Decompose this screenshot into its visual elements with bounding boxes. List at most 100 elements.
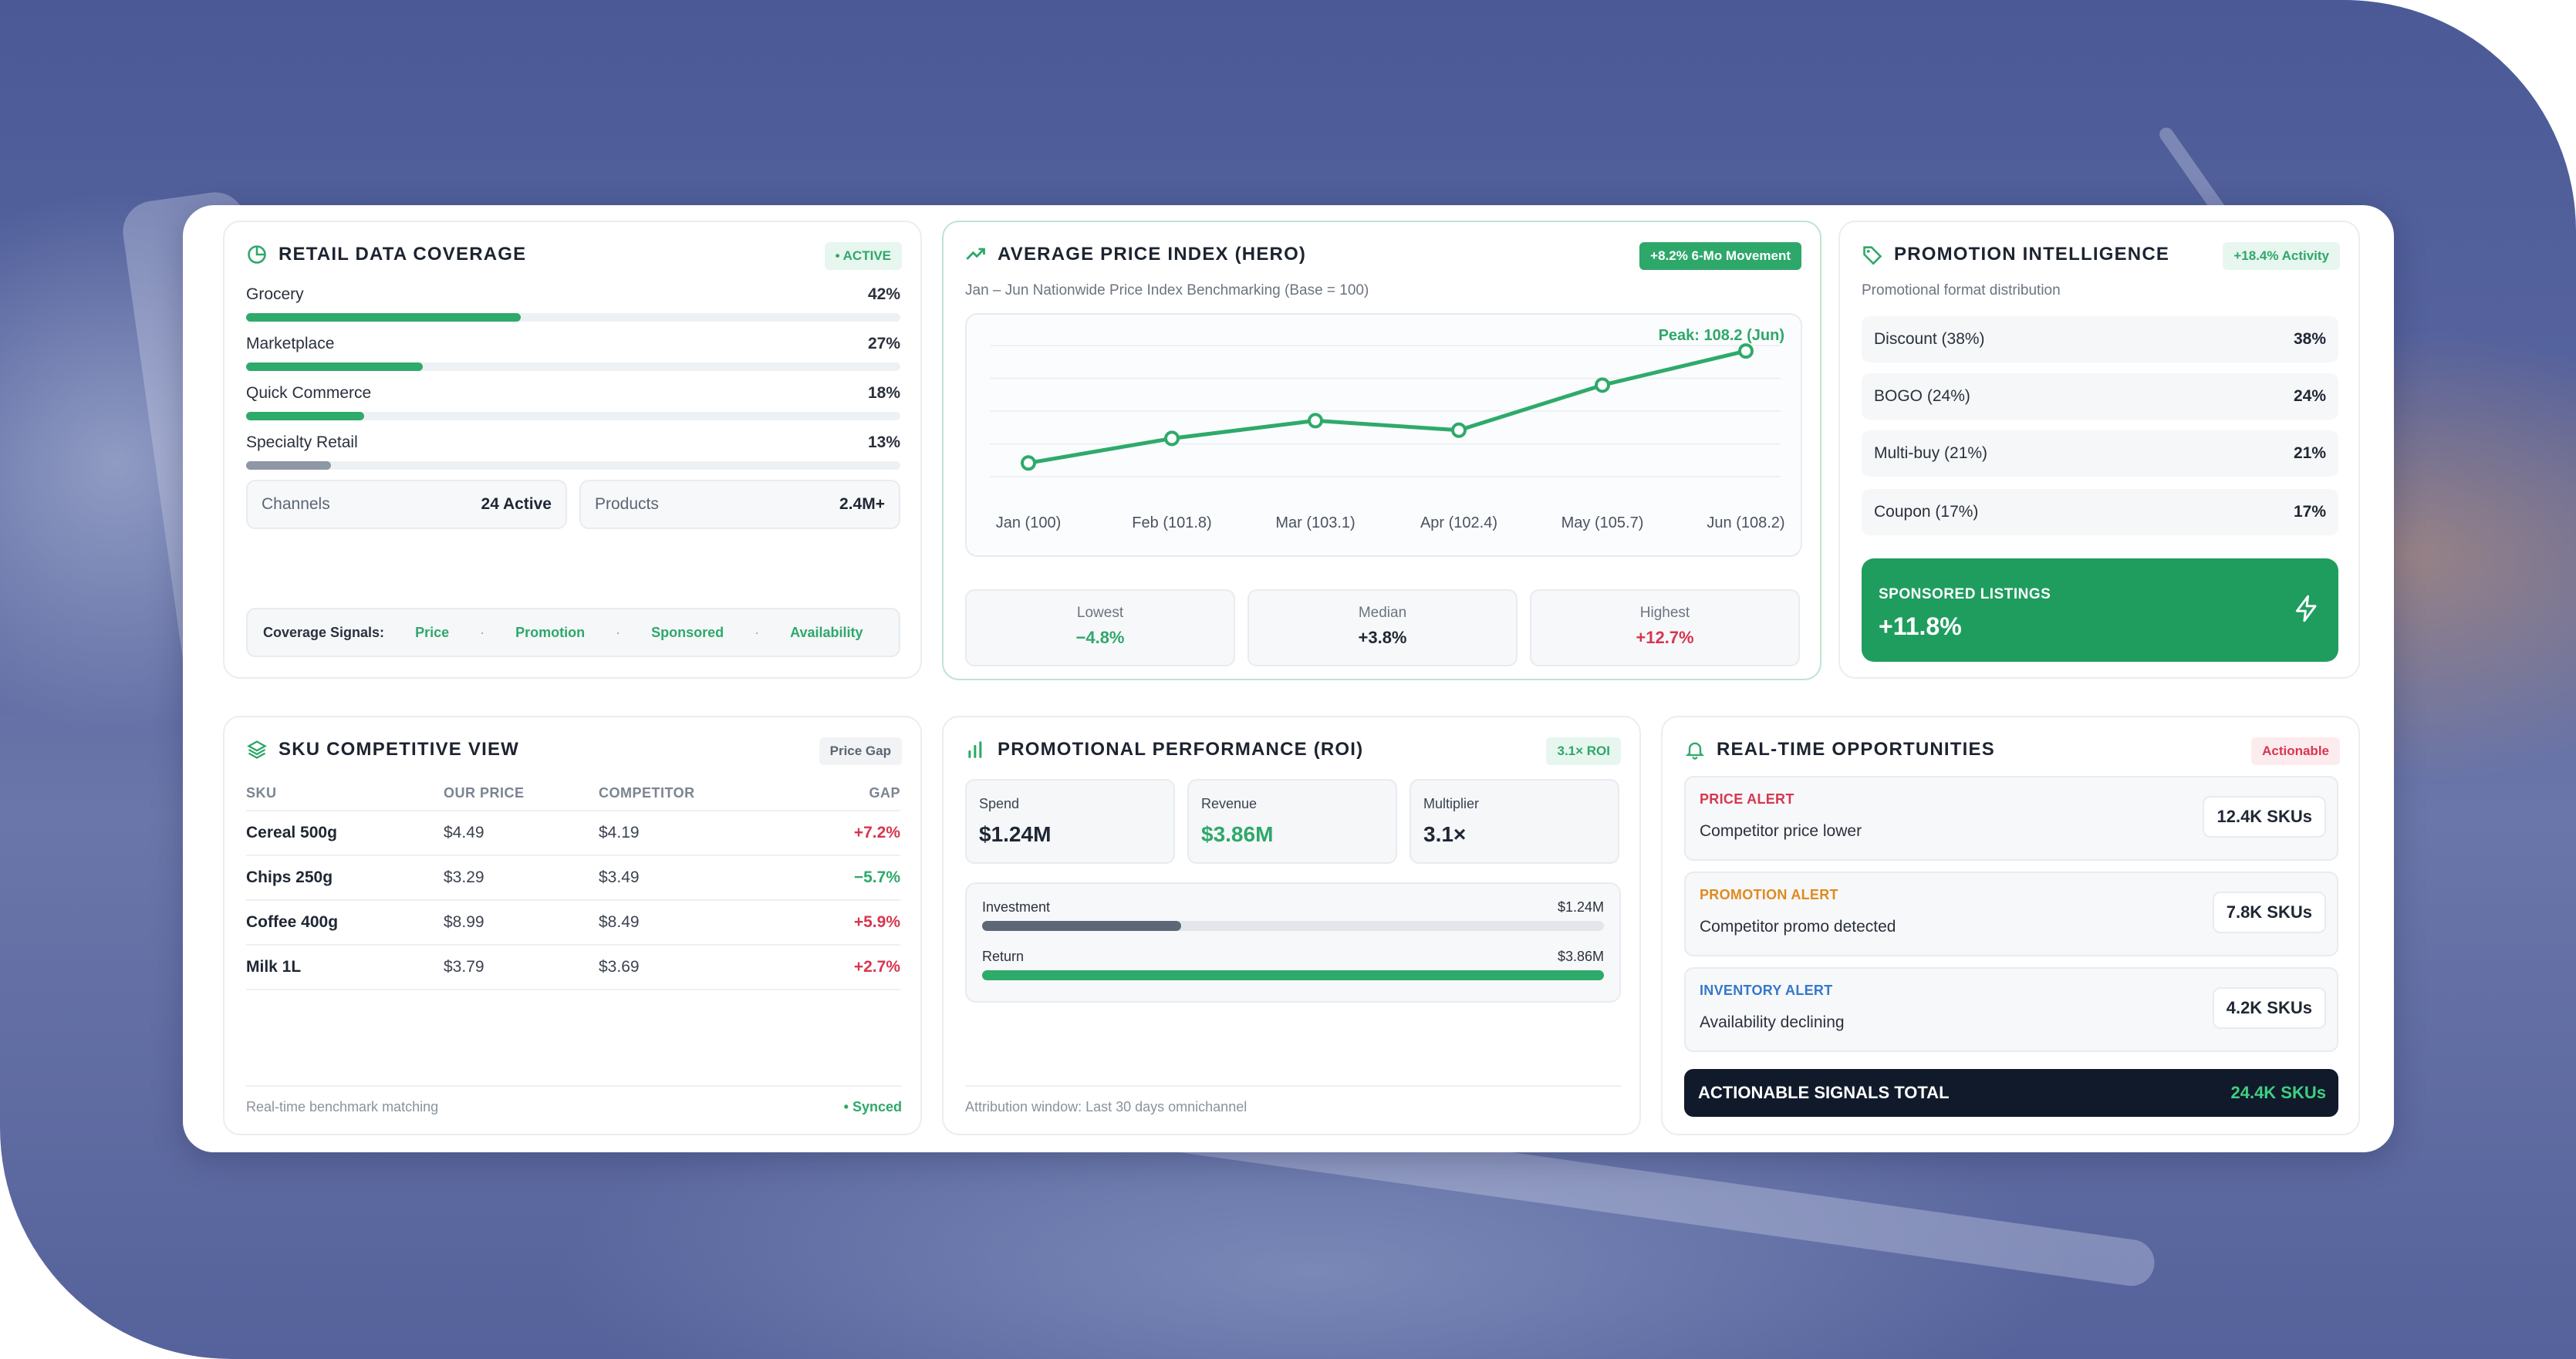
price-gap-badge: Price Gap — [819, 737, 902, 765]
promo-row-discount: Discount (38%) 38% — [1862, 316, 2338, 363]
products-stat: Products 2.4M+ — [579, 480, 900, 529]
median-value: +3.8% — [1358, 628, 1407, 647]
promo-title: PROMOTION INTELLIGENCE — [1894, 244, 2170, 265]
series-line — [1028, 349, 1747, 465]
tag-icon — [1863, 246, 1882, 265]
sponsored-value: +11.8% — [1879, 612, 1962, 640]
lightning-icon — [2295, 595, 2317, 622]
lowest-stat: Lowest −4.8% — [965, 589, 1235, 666]
data-point[interactable] — [1738, 343, 1754, 359]
products-label: Products — [595, 495, 659, 513]
signal-availability[interactable]: Availability — [790, 624, 863, 640]
data-point[interactable] — [1451, 422, 1467, 438]
retail-coverage-card: RETAIL DATA COVERAGE • ACTIVE Grocery 42%… — [223, 221, 922, 679]
movement-badge: +8.2% 6-Mo Movement — [1639, 242, 1801, 270]
promo-row-bogo: BOGO (24%) 24% — [1862, 373, 2338, 420]
products-value: 2.4M+ — [839, 495, 885, 513]
data-point[interactable] — [1595, 377, 1610, 393]
price-index-card: AVERAGE PRICE INDEX (HERO) +8.2% 6-Mo Mo… — [942, 221, 1821, 680]
layers-icon — [247, 740, 267, 759]
coverage-value: 27% — [867, 335, 900, 352]
actionable-badge: Actionable — [2251, 737, 2340, 765]
bell-icon — [1685, 742, 1705, 760]
data-point[interactable] — [1164, 430, 1180, 447]
data-point[interactable] — [1021, 455, 1036, 471]
signal-sponsored[interactable]: Sponsored — [651, 624, 724, 640]
coverage-row: Grocery 42% — [246, 285, 900, 324]
coverage-row: Marketplace 27% — [246, 335, 900, 373]
highest-stat: Highest +12.7% — [1530, 589, 1800, 666]
signal-price[interactable]: Price — [415, 624, 450, 640]
signal-promotion[interactable]: Promotion — [515, 624, 586, 640]
sku-footer-text: Real-time benchmark matching — [246, 1099, 439, 1115]
hero-title: AVERAGE PRICE INDEX (HERO) — [998, 244, 1307, 265]
table-row[interactable]: Chips 250g $3.29 $3.49 −5.7% — [246, 856, 900, 901]
roi-card: PROMOTIONAL PERFORMANCE (ROI) 3.1× ROI S… — [942, 716, 1641, 1135]
card-title: AVERAGE PRICE INDEX (HERO) — [965, 244, 1306, 265]
channels-value: 24 Active — [481, 495, 552, 513]
sponsored-listings-tile[interactable]: SPONSORED LISTINGS +11.8% — [1862, 558, 2338, 662]
dashboard-board: RETAIL DATA COVERAGE • ACTIVE Grocery 42%… — [183, 205, 2394, 1152]
highest-value: +12.7% — [1636, 628, 1694, 647]
promo-subtitle: Promotional format distribution — [1862, 282, 2061, 298]
promo-row-coupon: Coupon (17%) 17% — [1862, 489, 2338, 535]
median-stat: Median +3.8% — [1247, 589, 1518, 666]
coverage-track — [246, 461, 900, 470]
alert-count: 12.4K SKUs — [2203, 796, 2326, 838]
x-tick-label: Jun (108.2) — [1707, 514, 1784, 531]
coverage-track — [246, 412, 900, 420]
promotion-alert[interactable]: PROMOTION ALERT Competitor promo detecte… — [1684, 872, 2338, 956]
hero-subtitle: Jan – Jun Nationwide Price Index Benchma… — [965, 282, 1369, 298]
lowest-label: Lowest — [1076, 605, 1124, 621]
table-row[interactable]: Milk 1L $3.79 $3.69 +2.7% — [246, 946, 900, 990]
coverage-value: 13% — [867, 433, 900, 451]
coverage-title: RETAIL DATA COVERAGE — [279, 244, 527, 265]
coverage-fill — [246, 313, 521, 322]
line-chart: Jan (100) Feb (101.8) Mar (103.1) Apr (102.… — [990, 327, 1785, 531]
coverage-label: Grocery — [246, 285, 304, 303]
coverage-label: Marketplace — [246, 335, 335, 352]
pie-chart-icon — [248, 245, 266, 264]
highest-label: Highest — [1639, 605, 1690, 621]
attribution-text: Attribution window: Last 30 days omnicha… — [965, 1099, 1247, 1115]
coverage-value: 18% — [867, 384, 900, 402]
table-row[interactable]: Coffee 400g $8.99 $8.49 +5.9% — [246, 901, 900, 946]
card-title: RETAIL DATA COVERAGE — [246, 244, 526, 265]
x-tick-label: May (105.7) — [1561, 514, 1644, 531]
roi-bars: Investment $1.24M Return $3.86M — [965, 882, 1621, 1003]
promo-row-multibuy: Multi-buy (21%) 21% — [1862, 430, 2338, 477]
coverage-track — [246, 363, 900, 371]
return-bar: Return $3.86M — [982, 949, 1604, 980]
coverage-label: Specialty Retail — [246, 433, 358, 451]
price-alert[interactable]: PRICE ALERT Competitor price lower 12.4K… — [1684, 776, 2338, 861]
x-tick-label: Jan (100) — [996, 514, 1062, 531]
alert-count: 7.8K SKUs — [2212, 892, 2326, 933]
inventory-alert[interactable]: INVENTORY ALERT Availability declining 4… — [1684, 967, 2338, 1052]
total-label: ACTIONABLE SIGNALS TOTAL — [1698, 1083, 1950, 1102]
card-title: SKU COMPETITIVE VIEW — [246, 739, 519, 760]
sku-competitive-card: SKU COMPETITIVE VIEW Price Gap SKU OUR P… — [223, 716, 922, 1135]
revenue-box: Revenue $3.86M — [1187, 779, 1397, 864]
coverage-row: Specialty Retail 13% — [246, 433, 900, 472]
sku-title: SKU COMPETITIVE VIEW — [279, 739, 520, 760]
promotion-intelligence-card: PROMOTION INTELLIGENCE +18.4% Activity P… — [1838, 221, 2360, 679]
coverage-signals: Coverage Signals: Price · Promotion · Sp… — [246, 608, 900, 657]
data-point[interactable] — [1308, 413, 1323, 429]
peak-label: Peak: 108.2 (Jun) — [1659, 327, 1784, 344]
channels-stat: Channels 24 Active — [246, 480, 567, 529]
channels-label: Channels — [262, 495, 330, 513]
coverage-value: 42% — [867, 285, 900, 303]
card-title: PROMOTION INTELLIGENCE — [1862, 244, 2169, 265]
table-row[interactable]: Cereal 500g $4.49 $4.19 +7.2% — [246, 811, 900, 856]
coverage-label: Quick Commerce — [246, 384, 372, 402]
lowest-value: −4.8% — [1075, 628, 1125, 647]
synced-status: • Synced — [843, 1099, 902, 1115]
x-tick-label: Feb (101.8) — [1132, 514, 1211, 531]
opportunities-card: REAL-TIME OPPORTUNITIES Actionable PRICE… — [1661, 716, 2360, 1135]
roi-footer: Attribution window: Last 30 days omnicha… — [965, 1085, 1621, 1115]
signals-total: ACTIONABLE SIGNALS TOTAL 24.4K SKUs — [1684, 1069, 2338, 1117]
roi-badge: 3.1× ROI — [1546, 737, 1621, 765]
multiplier-box: Multiplier 3.1× — [1410, 779, 1619, 864]
sku-footer: Real-time benchmark matching • Synced — [246, 1085, 902, 1115]
price-index-chart: Jan (100) Feb (101.8) Mar (103.1) Apr (102.… — [965, 313, 1802, 557]
